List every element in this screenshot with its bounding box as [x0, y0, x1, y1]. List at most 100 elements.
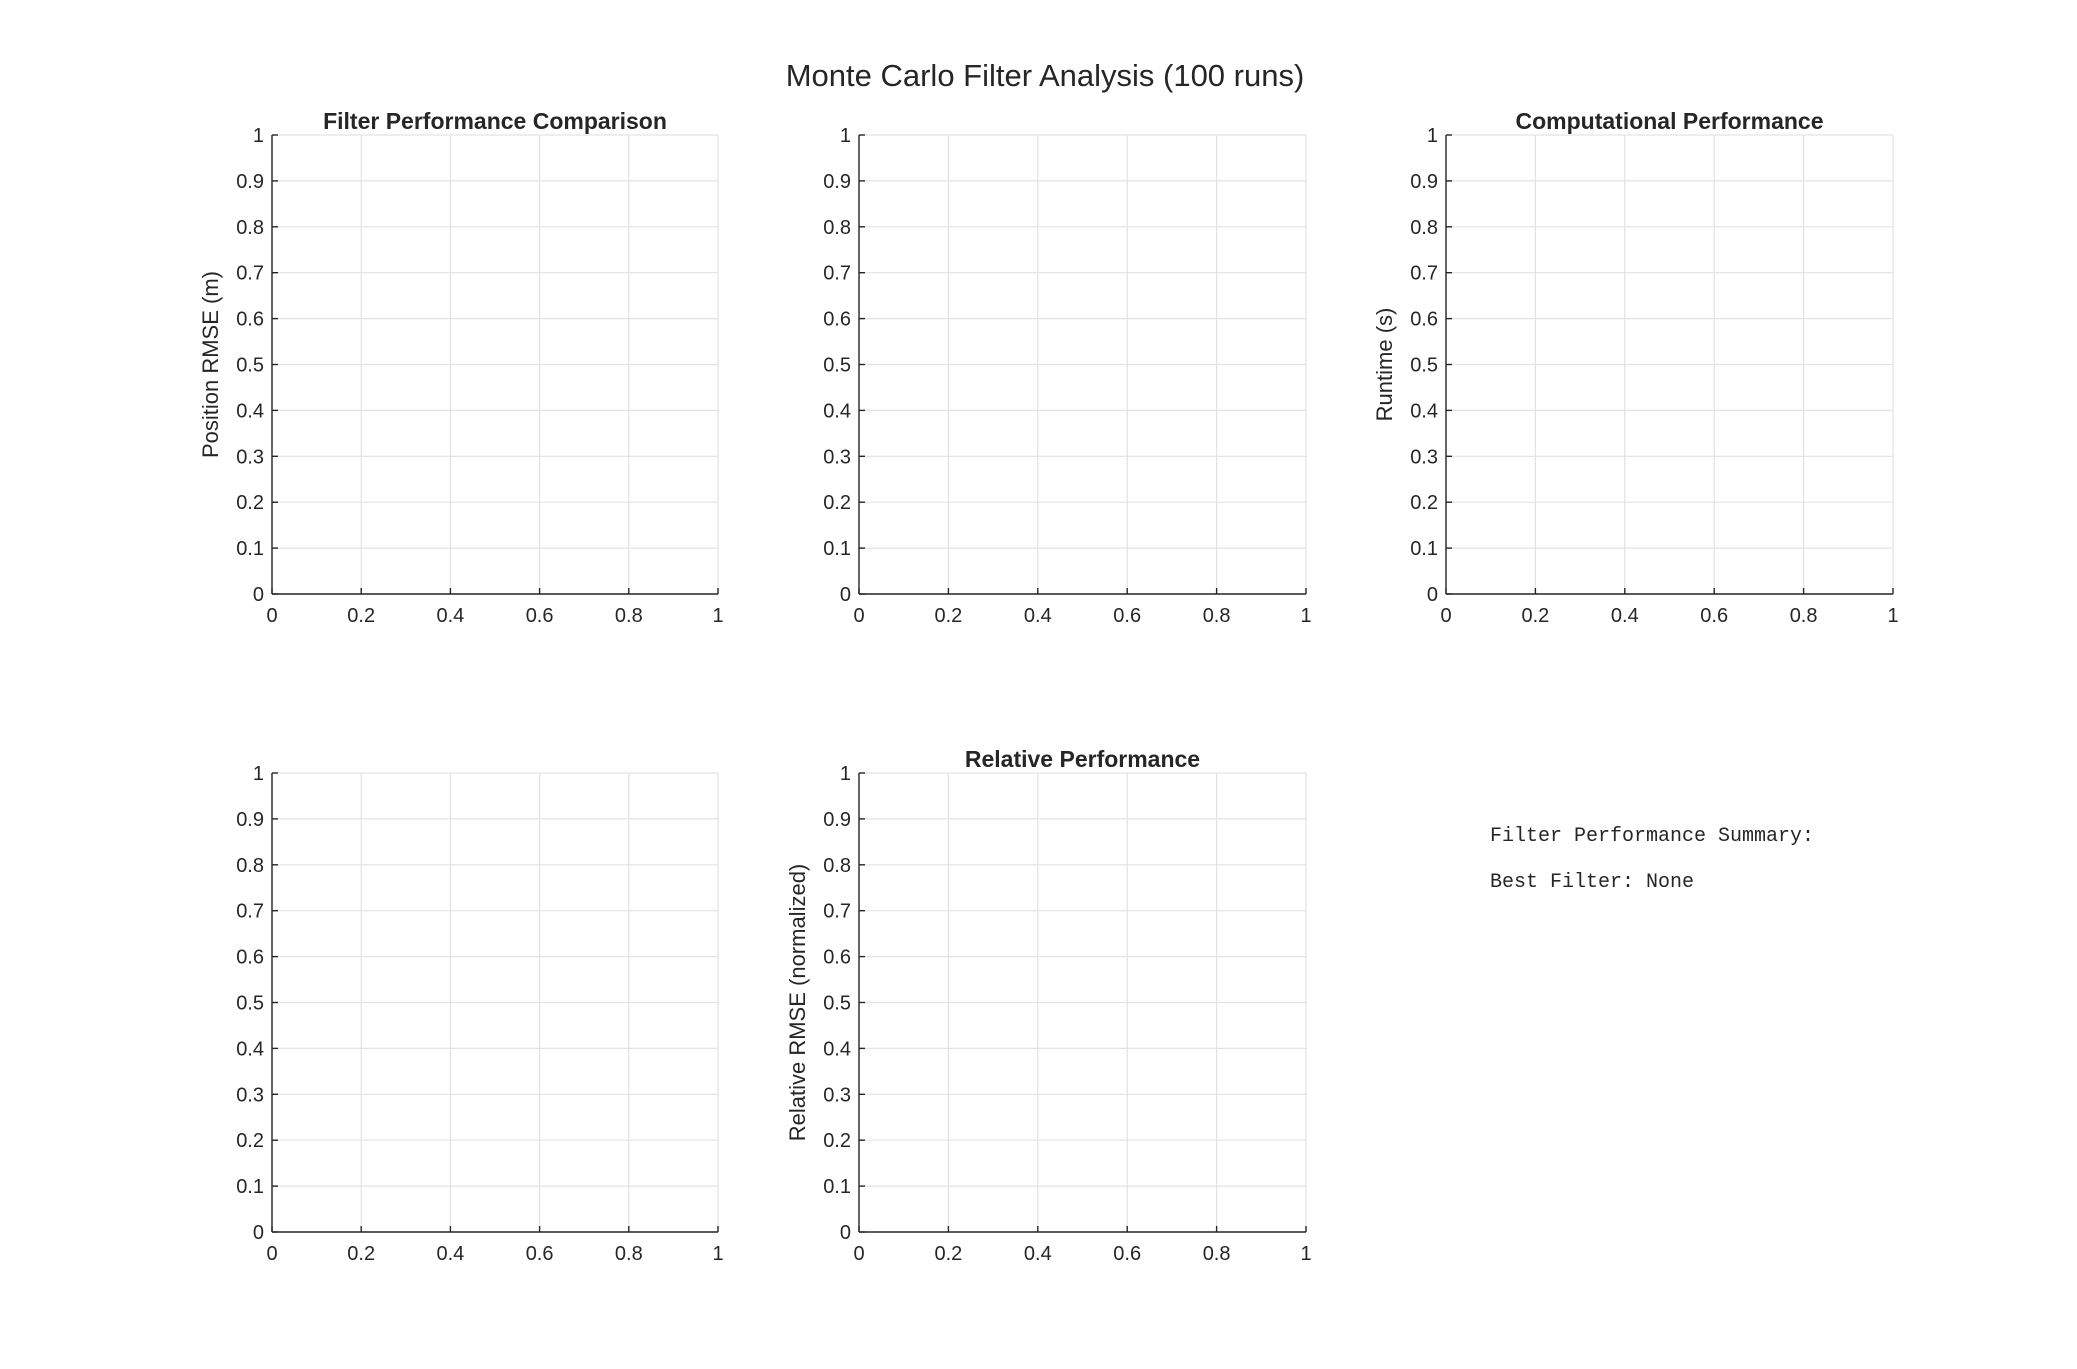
y-tick-label: 0.2: [1410, 492, 1438, 514]
y-tick-label: 0.8: [823, 855, 851, 877]
y-tick-label: 0.1: [236, 1176, 264, 1198]
y-tick-label: 0.6: [236, 309, 264, 331]
y-tick-label: 0.1: [1410, 538, 1438, 560]
y-tick-label: 0.6: [823, 309, 851, 331]
y-tick-label: 0.5: [1410, 355, 1438, 377]
y-tick-label: 0.6: [1410, 309, 1438, 331]
y-tick-label: 0.3: [236, 446, 264, 468]
y-tick-label: 0: [253, 1222, 264, 1244]
y-tick-label: 0: [840, 1222, 851, 1244]
y-tick-label: 1: [1427, 125, 1438, 147]
x-tick-label: 0: [266, 1243, 277, 1265]
chart-title: Relative Performance: [965, 746, 1200, 772]
y-tick-label: 0.4: [823, 400, 851, 422]
chart-title: Filter Performance Comparison: [323, 108, 667, 134]
x-tick-label: 0.2: [347, 1243, 375, 1265]
y-tick-label: 0.7: [823, 263, 851, 285]
y-tick-label: 0.4: [1410, 400, 1438, 422]
y-tick-label: 0.3: [236, 1084, 264, 1106]
y-tick-label: 0.3: [823, 446, 851, 468]
y-tick-label: 0.3: [1410, 446, 1438, 468]
x-tick-label: 0.8: [1203, 1243, 1231, 1265]
x-tick-label: 1: [1887, 605, 1898, 627]
summary-panel: Filter Performance Summary: Best Filter: …: [1490, 814, 1814, 906]
y-tick-label: 0.6: [823, 947, 851, 969]
y-tick-label: 0.9: [823, 171, 851, 193]
y-axis-label: Position RMSE (m): [198, 271, 223, 458]
y-tick-label: 0.5: [236, 355, 264, 377]
y-tick-label: 0.9: [236, 809, 264, 831]
y-tick-label: 0.2: [236, 492, 264, 514]
summary-best-filter: Best Filter: None: [1490, 871, 1695, 894]
x-tick-label: 0.4: [1024, 1243, 1052, 1265]
x-tick-label: 0.8: [1790, 605, 1818, 627]
y-tick-label: 0.9: [1410, 171, 1438, 193]
y-tick-label: 0.7: [236, 901, 264, 923]
x-tick-label: 0.2: [934, 605, 962, 627]
y-tick-label: 0.7: [823, 901, 851, 923]
y-tick-label: 1: [840, 125, 851, 147]
y-tick-label: 0.9: [823, 809, 851, 831]
y-tick-label: 0.5: [236, 993, 264, 1015]
y-tick-label: 0.4: [236, 400, 264, 422]
x-tick-label: 0.8: [615, 605, 643, 627]
y-tick-label: 0.2: [823, 492, 851, 514]
y-tick-label: 0.5: [823, 355, 851, 377]
x-tick-label: 0.4: [1024, 605, 1052, 627]
y-tick-label: 1: [253, 763, 264, 785]
x-tick-label: 0: [266, 605, 277, 627]
chart-panel-4: 0 0.2 0.4 0.6 0.8 1 0 0.1 0.2 0.3 0.4 0.5 0.6 0.7 0.8 0…: [236, 763, 723, 1265]
x-tick-label: 0.6: [1113, 1243, 1141, 1265]
x-tick-label: 1: [712, 605, 723, 627]
x-tick-label: 0.4: [436, 1243, 464, 1265]
y-tick-label: 0.5: [823, 993, 851, 1015]
y-tick-label: 0: [840, 584, 851, 606]
x-tick-label: 0.8: [615, 1243, 643, 1265]
y-tick-label: 0.7: [1410, 263, 1438, 285]
x-tick-label: 0.2: [347, 605, 375, 627]
x-tick-label: 0.6: [526, 1243, 554, 1265]
chart-panel-1: 0 0.2 0.4 0.6 0.8 1 0 0.1 0.2 0.3 0.4 0.5 0.6 0.7 0.8 0…: [198, 108, 724, 627]
y-tick-label: 0.4: [236, 1038, 264, 1060]
y-tick-label: 0.8: [1410, 217, 1438, 239]
x-tick-label: 0.4: [436, 605, 464, 627]
x-tick-label: 0: [853, 605, 864, 627]
y-tick-label: 0.4: [823, 1038, 851, 1060]
x-tick-label: 0: [1440, 605, 1451, 627]
y-axis-label: Relative RMSE (normalized): [785, 864, 810, 1142]
y-tick-label: 0.1: [823, 1176, 851, 1198]
x-tick-label: 1: [1300, 1243, 1311, 1265]
x-tick-label: 0: [853, 1243, 864, 1265]
chart-panel-3: 0 0.2 0.4 0.6 0.8 1 0 0.1 0.2 0.3 0.4 0.5 0.6 0.7 0.8 0…: [1372, 108, 1899, 627]
x-tick-label: 0.6: [1700, 605, 1728, 627]
x-tick-label: 0.6: [526, 605, 554, 627]
x-tick-label: 0.2: [934, 1243, 962, 1265]
y-tick-label: 0.7: [236, 263, 264, 285]
y-tick-label: 0.1: [823, 538, 851, 560]
chart-panel-5: 0 0.2 0.4 0.6 0.8 1 0 0.1 0.2 0.3 0.4 0.5 0.6 0.7 0.8 0…: [785, 746, 1312, 1265]
y-tick-label: 0.3: [823, 1084, 851, 1106]
x-tick-label: 1: [1300, 605, 1311, 627]
x-tick-label: 1: [712, 1243, 723, 1265]
y-tick-label: 0.9: [236, 171, 264, 193]
x-tick-label: 0.8: [1203, 605, 1231, 627]
x-tick-label: 0.2: [1521, 605, 1549, 627]
figure-title: Monte Carlo Filter Analysis (100 runs): [786, 58, 1305, 93]
y-tick-label: 0: [1427, 584, 1438, 606]
summary-heading: Filter Performance Summary:: [1490, 825, 1815, 848]
y-tick-label: 0.1: [236, 538, 264, 560]
chart-title: Computational Performance: [1516, 108, 1824, 134]
y-tick-label: 0.6: [236, 947, 264, 969]
y-tick-label: 0.8: [823, 217, 851, 239]
y-tick-label: 0.2: [236, 1130, 264, 1152]
y-tick-label: 1: [253, 125, 264, 147]
x-tick-label: 0.4: [1611, 605, 1639, 627]
y-tick-label: 0.8: [236, 217, 264, 239]
y-axis-label: Runtime (s): [1372, 308, 1397, 422]
x-tick-label: 0.6: [1113, 605, 1141, 627]
chart-panel-2: 0 0.2 0.4 0.6 0.8 1 0 0.1 0.2 0.3 0.4 0.5 0.6 0.7 0.8 0…: [823, 125, 1311, 627]
y-tick-label: 0.8: [236, 855, 264, 877]
y-tick-label: 1: [840, 763, 851, 785]
y-tick-label: 0.2: [823, 1130, 851, 1152]
